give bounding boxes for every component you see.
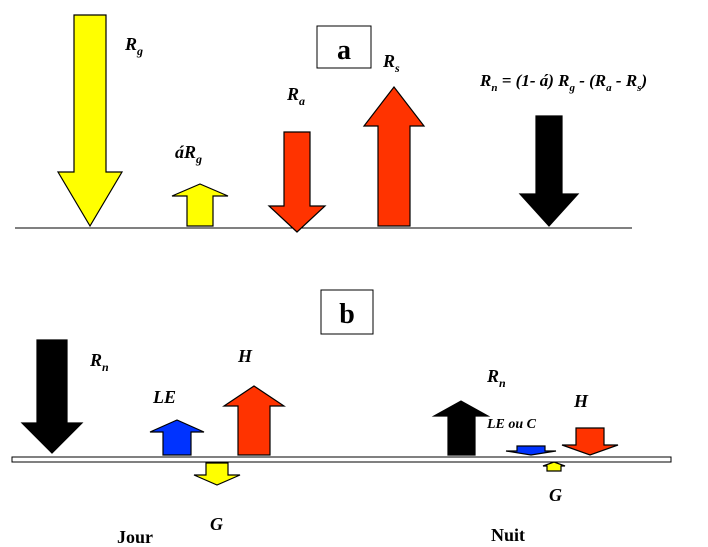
le-night-label: LE ou C — [486, 417, 537, 432]
rn-arrow-a — [518, 115, 580, 227]
panel-a-label: a — [337, 35, 351, 66]
le-night-arrow — [505, 445, 557, 456]
day-label: Jour — [117, 527, 153, 547]
le-day-arrow — [149, 419, 205, 456]
h-day-arrow — [222, 385, 286, 456]
rg-label: Rg — [124, 34, 143, 58]
albedo-rg-arrow — [171, 183, 229, 227]
net-radiation-equation: Rn = (1- á) Rg - (Ra - Rs) — [479, 71, 647, 94]
rn-day-label: Rn — [89, 350, 109, 374]
night-label: Nuit — [491, 525, 525, 545]
rn-night-label: Rn — [486, 366, 506, 390]
panel-a-box — [316, 25, 372, 69]
g-day-label: G — [210, 514, 223, 534]
h-night-label: H — [573, 391, 589, 411]
le-day-label: LE — [152, 387, 176, 407]
panel-b-box — [320, 289, 374, 335]
rn-night-arrow — [431, 400, 491, 456]
g-night-label: G — [549, 485, 562, 505]
g-night-arrow — [542, 461, 566, 472]
h-day-label: H — [237, 346, 253, 366]
ra-arrow — [267, 131, 327, 233]
rn-day-arrow — [20, 339, 84, 454]
h-night-arrow — [561, 427, 619, 456]
rs-label: Rs — [382, 51, 400, 75]
rg-arrow — [56, 14, 124, 228]
g-day-arrow — [193, 462, 241, 486]
albedo-rg-label: áRg — [175, 142, 202, 166]
rs-arrow — [362, 86, 426, 227]
ground-bar-b — [11, 456, 672, 463]
panel-b-label: b — [339, 299, 355, 330]
ra-label: Ra — [286, 84, 305, 108]
